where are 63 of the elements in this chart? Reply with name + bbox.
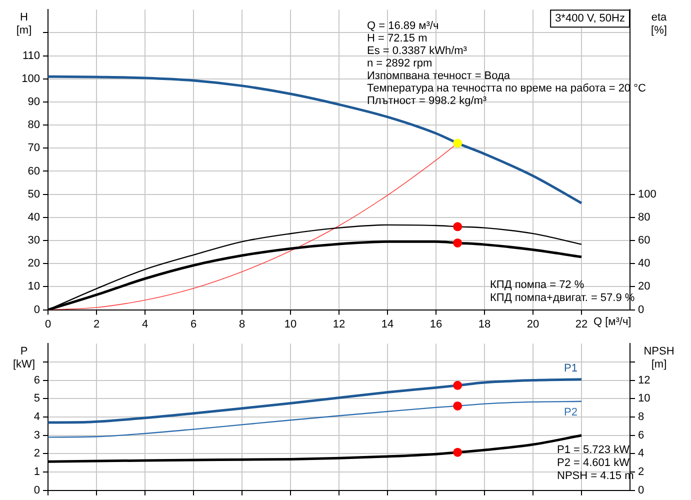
x-tick-label: 0: [44, 318, 52, 330]
y-tick-label: 30: [28, 234, 40, 247]
y-tick-label: 10: [28, 280, 40, 293]
line-series: [48, 378, 583, 424]
annotation: Плътност = 998.2 kg/m³: [367, 95, 487, 108]
y2-tick-label: 10: [638, 392, 650, 405]
y-tick-label: 0: [34, 304, 40, 316]
y-tick-label: 70: [28, 142, 40, 154]
x-tick-label: 10: [284, 318, 297, 330]
y2-tick-label: 0: [638, 484, 644, 496]
y-tick-label: 80: [28, 119, 40, 132]
annotation: P1 = 5.723 kW: [557, 444, 630, 456]
y-tick-label: 2: [34, 448, 40, 460]
x-tick-label: 12: [332, 318, 346, 330]
y2-tick-label: 12: [638, 374, 650, 386]
y-tick-label: 5: [34, 392, 40, 405]
y-tick-label: 4: [34, 411, 40, 424]
y2-axis-title: NPSH [m]: [644, 346, 674, 371]
y-tick-label: 60: [28, 165, 40, 178]
y-tick-label: 1: [34, 466, 40, 478]
annotation: КПД помпа = 72 %: [490, 279, 584, 292]
y-tick-label: 0: [34, 484, 40, 496]
y2-tick-label: 20: [638, 280, 650, 293]
x-tick-label: 16: [430, 318, 442, 330]
x-tick-label: 2: [93, 318, 100, 330]
line-series: [48, 400, 582, 438]
series-label: P1: [564, 362, 578, 374]
annotation: P2 = 4.601 kW: [557, 457, 630, 470]
annotation: Изпомпвана течност = Вода: [367, 70, 511, 82]
y-tick-label: 20: [28, 258, 40, 270]
series-label: P2: [564, 406, 578, 418]
y2-tick-label: 80: [638, 211, 650, 224]
y2-tick-label: 2: [638, 466, 644, 478]
y2-tick-label: 100: [638, 188, 656, 200]
x-tick-label: 18: [478, 318, 491, 330]
y2-tick-label: 0: [638, 304, 644, 316]
x-tick-label: 20: [526, 318, 540, 330]
y2-tick-label: 60: [638, 234, 650, 247]
x-tick-label: 6: [190, 318, 197, 330]
y-tick-label: 50: [28, 188, 40, 200]
annotation: Q = 16.89 м³/ч: [367, 20, 439, 32]
y-tick-label: 3: [34, 429, 40, 442]
annotation: Es = 0.3387 kWh/m³: [367, 45, 468, 58]
x-axis-title: Q [м³/ч]: [594, 316, 632, 328]
y2-tick-label: 6: [638, 429, 644, 442]
x-tick-label: 14: [381, 318, 394, 330]
x-tick-label: 4: [142, 318, 148, 330]
y-tick-label: 6: [34, 374, 40, 386]
y-tick-label: 110: [22, 50, 40, 62]
y2-axis-title: eta [%]: [651, 12, 668, 37]
annotation: H = 72.15 m: [367, 32, 428, 45]
y2-tick-label: 8: [638, 411, 644, 424]
y-tick-label: 100: [22, 72, 40, 85]
chart-title: 3*400 V, 50Hz: [555, 12, 625, 25]
annotation: n = 2892 rpm: [367, 58, 432, 70]
x-tick-label: 22: [575, 318, 588, 330]
y-tick-label: 40: [28, 211, 40, 224]
y-axis-title: P [kW]: [13, 346, 35, 371]
y2-tick-label: 40: [638, 258, 650, 270]
y-tick-label: 90: [28, 96, 40, 108]
y-axis-title: H [m]: [16, 12, 32, 37]
y2-tick-label: 4: [638, 448, 644, 460]
x-tick-label: 8: [238, 318, 246, 330]
